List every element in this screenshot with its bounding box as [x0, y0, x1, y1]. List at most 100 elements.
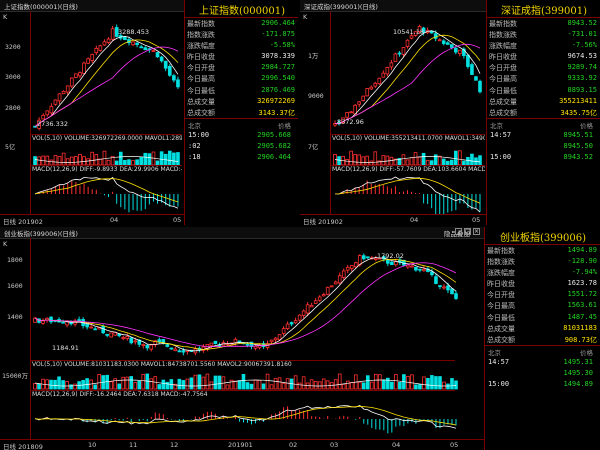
kline-chart[interactable] — [0, 227, 600, 450]
tick-time: 15:00 — [490, 152, 512, 161]
volume-bar — [394, 374, 398, 390]
x-tick: 04 — [410, 216, 419, 224]
quote-row: 今日最高 2996.540 — [185, 73, 298, 84]
quote-label: 今日最高 — [487, 302, 515, 311]
candle-body — [321, 294, 326, 297]
candle-body — [317, 296, 322, 301]
quote-row: 今日最低 1487.45 — [485, 312, 600, 323]
candle-body — [373, 82, 378, 87]
tick-row: 1495.30 — [485, 368, 600, 379]
candle-body — [121, 337, 126, 340]
candle-body — [90, 54, 95, 61]
quote-label: 昨日收盘 — [487, 280, 515, 289]
candle-body — [82, 62, 86, 74]
volume-bar — [374, 373, 378, 390]
quote-label: 今日开盘 — [187, 64, 215, 73]
candle-body — [445, 42, 450, 45]
quote-label: 总成交额 — [489, 108, 517, 117]
quote-value: -7.56% — [571, 41, 597, 50]
volume-bar — [277, 377, 282, 390]
volume-bar — [193, 374, 198, 390]
volume-bar — [434, 376, 438, 390]
volume-bar — [185, 378, 190, 390]
volume-bar — [417, 156, 422, 166]
candle-body — [446, 285, 450, 291]
maximize-icon[interactable]: □ — [464, 228, 471, 235]
window-title-bar[interactable]: 创业板指(399006)(日线) 隐品叠加 _ □ × — [0, 227, 600, 239]
candle-body — [325, 286, 330, 295]
candle-body — [141, 344, 146, 346]
volume-bar — [253, 379, 258, 390]
candle-body — [145, 344, 150, 349]
quote-label: 昨日收盘 — [187, 53, 215, 62]
x-axis: 日线 201902 04 05 — [0, 214, 298, 225]
volume-bar — [127, 159, 131, 166]
volume-bar — [106, 159, 111, 166]
quote-title: 上证指数(000001) — [199, 6, 285, 17]
chart-window-cyb[interactable]: 创业板指(399006)(日线) 隐品叠加 _ □ × K 1800 1600 … — [0, 227, 600, 450]
chart-window-sh[interactable]: 上证指数(000001)(日线) _ □ × K 3200 3000 2800 … — [0, 0, 298, 225]
candle-body — [470, 64, 474, 75]
volume-bar — [82, 156, 86, 166]
volume-bar — [73, 383, 77, 390]
volume-bar — [333, 379, 338, 390]
volume-bar — [442, 381, 446, 390]
quote-label: 总成交量 — [489, 97, 517, 106]
volume-bar — [382, 379, 386, 390]
volume-bar — [273, 378, 278, 390]
volume-bar — [422, 376, 426, 390]
volume-bar — [33, 156, 37, 166]
candle-body — [209, 342, 214, 346]
candle-body — [361, 95, 366, 101]
volume-bar — [353, 153, 357, 166]
candle-body — [74, 73, 78, 78]
candle-body — [139, 46, 144, 49]
candle-body — [45, 110, 50, 116]
quote-label: 总成交额 — [187, 108, 215, 117]
volume-bar — [61, 380, 65, 390]
volume-bar — [405, 159, 410, 166]
tick-row: :18 2906.464 — [185, 152, 298, 163]
volume-bar — [61, 152, 66, 166]
candle-body — [176, 79, 180, 88]
volume-bar — [261, 383, 266, 390]
quote-label: 今日开盘 — [487, 291, 515, 300]
kline-chart[interactable] — [0, 0, 298, 225]
candle-body — [149, 344, 154, 350]
tick-row: 15:00 2905.668 — [185, 130, 298, 141]
volume-bar — [149, 378, 154, 390]
volume-bar — [410, 374, 414, 390]
volume-bar — [176, 152, 180, 166]
chart-window-sz[interactable]: 深证成指(399001)(日线) _ □ × K 1万 9000 7亿 1054… — [300, 0, 600, 225]
minimize-icon[interactable]: _ — [455, 228, 462, 235]
volume-bar — [217, 375, 222, 390]
volume-bar — [369, 381, 374, 390]
volume-bar — [398, 382, 402, 390]
volume-bar — [281, 383, 286, 390]
candle-body — [163, 60, 168, 69]
tick-price: 8943.52 — [563, 152, 593, 161]
macd-indicator-text: MACD(12,26,9) DIFF:-9.8933 DEA:29.9906 M… — [32, 166, 182, 173]
volume-bar — [241, 374, 246, 390]
volume-bar — [313, 381, 318, 390]
volume-indicator-text: VOL(5,10) VOLUME:81031183.0300 MAVOL1:84… — [32, 361, 292, 368]
quote-label: 涨跌幅度 — [487, 269, 515, 278]
quote-row: 总成交量 355213411 — [487, 96, 600, 107]
quote-row: 总成交额 3143.37亿 — [185, 107, 298, 118]
x-tick: 201901 — [228, 441, 253, 449]
candle-body — [430, 271, 434, 276]
kline-chart[interactable] — [300, 0, 600, 225]
volume-bar — [197, 374, 202, 390]
volume-bar — [454, 380, 458, 390]
candle-body — [454, 47, 458, 53]
volume-bar — [293, 375, 298, 390]
quote-row: 总成交额 908.73亿 — [485, 334, 600, 345]
volume-bar — [141, 373, 146, 390]
close-icon[interactable]: × — [473, 228, 480, 235]
volume-bar — [438, 376, 442, 390]
volume-bar — [233, 380, 238, 390]
x-tick: 11 — [129, 441, 138, 449]
quote-row: 昨日收盘 1623.78 — [485, 278, 600, 289]
annotation-high: 1792.02 — [377, 252, 404, 260]
candle-body — [309, 305, 314, 308]
